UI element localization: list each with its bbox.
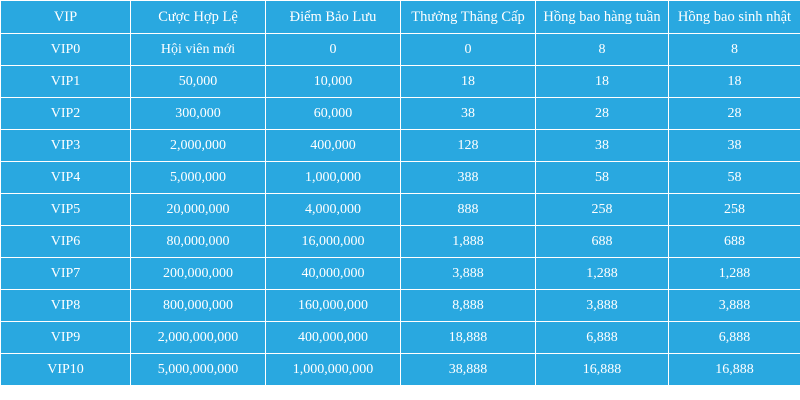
table-cell: VIP4 [0, 161, 131, 194]
vip-table: VIP Cược Hợp Lệ Điểm Bảo Lưu Thưởng Thăng C… [0, 0, 800, 386]
table-cell: 800,000,000 [130, 289, 266, 322]
table-cell: 388 [400, 161, 536, 194]
table-cell: 18 [400, 65, 536, 98]
table-cell: 38 [535, 129, 669, 162]
table-cell: 0 [400, 33, 536, 66]
table-cell: 38 [400, 97, 536, 130]
table-cell: 60,000 [265, 97, 401, 130]
table-cell: 38,888 [400, 353, 536, 386]
table-cell: 8 [535, 33, 669, 66]
header-cell: Hồng bao hàng tuần [535, 0, 669, 34]
table-cell: 5,000,000 [130, 161, 266, 194]
table-cell: 1,288 [535, 257, 669, 290]
table-cell: 18 [668, 65, 800, 98]
table-cell: 688 [535, 225, 669, 258]
table-body: VIP0 Hội viên mới 0 0 8 8 VIP1 50,000 10,000 18 18… [0, 33, 800, 386]
header-cell: Thưởng Thăng Cấp [400, 0, 536, 34]
table-row: VIP8 800,000,000 160,000,000 8,888 3,888 3,88… [0, 289, 800, 322]
table-cell: 18 [535, 65, 669, 98]
table-cell: VIP2 [0, 97, 131, 130]
table-cell: 2,000,000 [130, 129, 266, 162]
table-row: VIP5 20,000,000 4,000,000 888 258 258 [0, 193, 800, 226]
table-cell: 1,000,000 [265, 161, 401, 194]
table-cell: 10,000 [265, 65, 401, 98]
table-cell: 8 [668, 33, 800, 66]
table-cell: 6,888 [668, 321, 800, 354]
table-row: VIP10 5,000,000,000 1,000,000,000 38,888 16,… [0, 353, 800, 386]
table-cell: 28 [535, 97, 669, 130]
header-cell: VIP [0, 0, 131, 34]
table-cell: 0 [265, 33, 401, 66]
header-cell: Cược Hợp Lệ [130, 0, 266, 34]
table-cell: 16,888 [668, 353, 800, 386]
table-cell: VIP5 [0, 193, 131, 226]
table-row: VIP3 2,000,000 400,000 128 38 38 [0, 129, 800, 162]
table-cell: 1,000,000,000 [265, 353, 401, 386]
table-cell: Hội viên mới [130, 33, 266, 66]
table-cell: 200,000,000 [130, 257, 266, 290]
table-cell: VIP7 [0, 257, 131, 290]
table-cell: 400,000,000 [265, 321, 401, 354]
table-cell: 3,888 [400, 257, 536, 290]
table-cell: VIP0 [0, 33, 131, 66]
header-cell: Hồng bao sinh nhật [668, 0, 800, 34]
table-cell: 160,000,000 [265, 289, 401, 322]
table-cell: 3,888 [535, 289, 669, 322]
table-row: VIP9 2,000,000,000 400,000,000 18,888 6,888 6… [0, 321, 800, 354]
table-cell: 58 [668, 161, 800, 194]
table-cell: VIP3 [0, 129, 131, 162]
table-cell: 58 [535, 161, 669, 194]
table-row: VIP4 5,000,000 1,000,000 388 58 58 [0, 161, 800, 194]
header-row: VIP Cược Hợp Lệ Điểm Bảo Lưu Thưởng Thăng C… [0, 0, 800, 34]
table-row: VIP7 200,000,000 40,000,000 3,888 1,288 1,288 [0, 257, 800, 290]
table-cell: VIP8 [0, 289, 131, 322]
table-cell: 28 [668, 97, 800, 130]
table-cell: 38 [668, 129, 800, 162]
table-cell: 16,000,000 [265, 225, 401, 258]
table-cell: 888 [400, 193, 536, 226]
table-cell: 8,888 [400, 289, 536, 322]
table-cell: 5,000,000,000 [130, 353, 266, 386]
table-cell: 258 [668, 193, 800, 226]
table-cell: 16,888 [535, 353, 669, 386]
table-cell: 2,000,000,000 [130, 321, 266, 354]
table-cell: 300,000 [130, 97, 266, 130]
table-cell: 4,000,000 [265, 193, 401, 226]
table-cell: 688 [668, 225, 800, 258]
table-cell: 40,000,000 [265, 257, 401, 290]
table-row: VIP2 300,000 60,000 38 28 28 [0, 97, 800, 130]
table-row: VIP1 50,000 10,000 18 18 18 [0, 65, 800, 98]
table-cell: 258 [535, 193, 669, 226]
table-cell: VIP6 [0, 225, 131, 258]
table-cell: VIP1 [0, 65, 131, 98]
table-cell: 80,000,000 [130, 225, 266, 258]
table-cell: 1,288 [668, 257, 800, 290]
table-cell: VIP10 [0, 353, 131, 386]
table-cell: VIP9 [0, 321, 131, 354]
table-cell: 3,888 [668, 289, 800, 322]
table-cell: 128 [400, 129, 536, 162]
table-cell: 6,888 [535, 321, 669, 354]
table-cell: 400,000 [265, 129, 401, 162]
table-cell: 18,888 [400, 321, 536, 354]
table-row: VIP6 80,000,000 16,000,000 1,888 688 688 [0, 225, 800, 258]
table-cell: 1,888 [400, 225, 536, 258]
table-cell: 50,000 [130, 65, 266, 98]
header-cell: Điểm Bảo Lưu [265, 0, 401, 34]
table-row: VIP0 Hội viên mới 0 0 8 8 [0, 33, 800, 66]
table-cell: 20,000,000 [130, 193, 266, 226]
